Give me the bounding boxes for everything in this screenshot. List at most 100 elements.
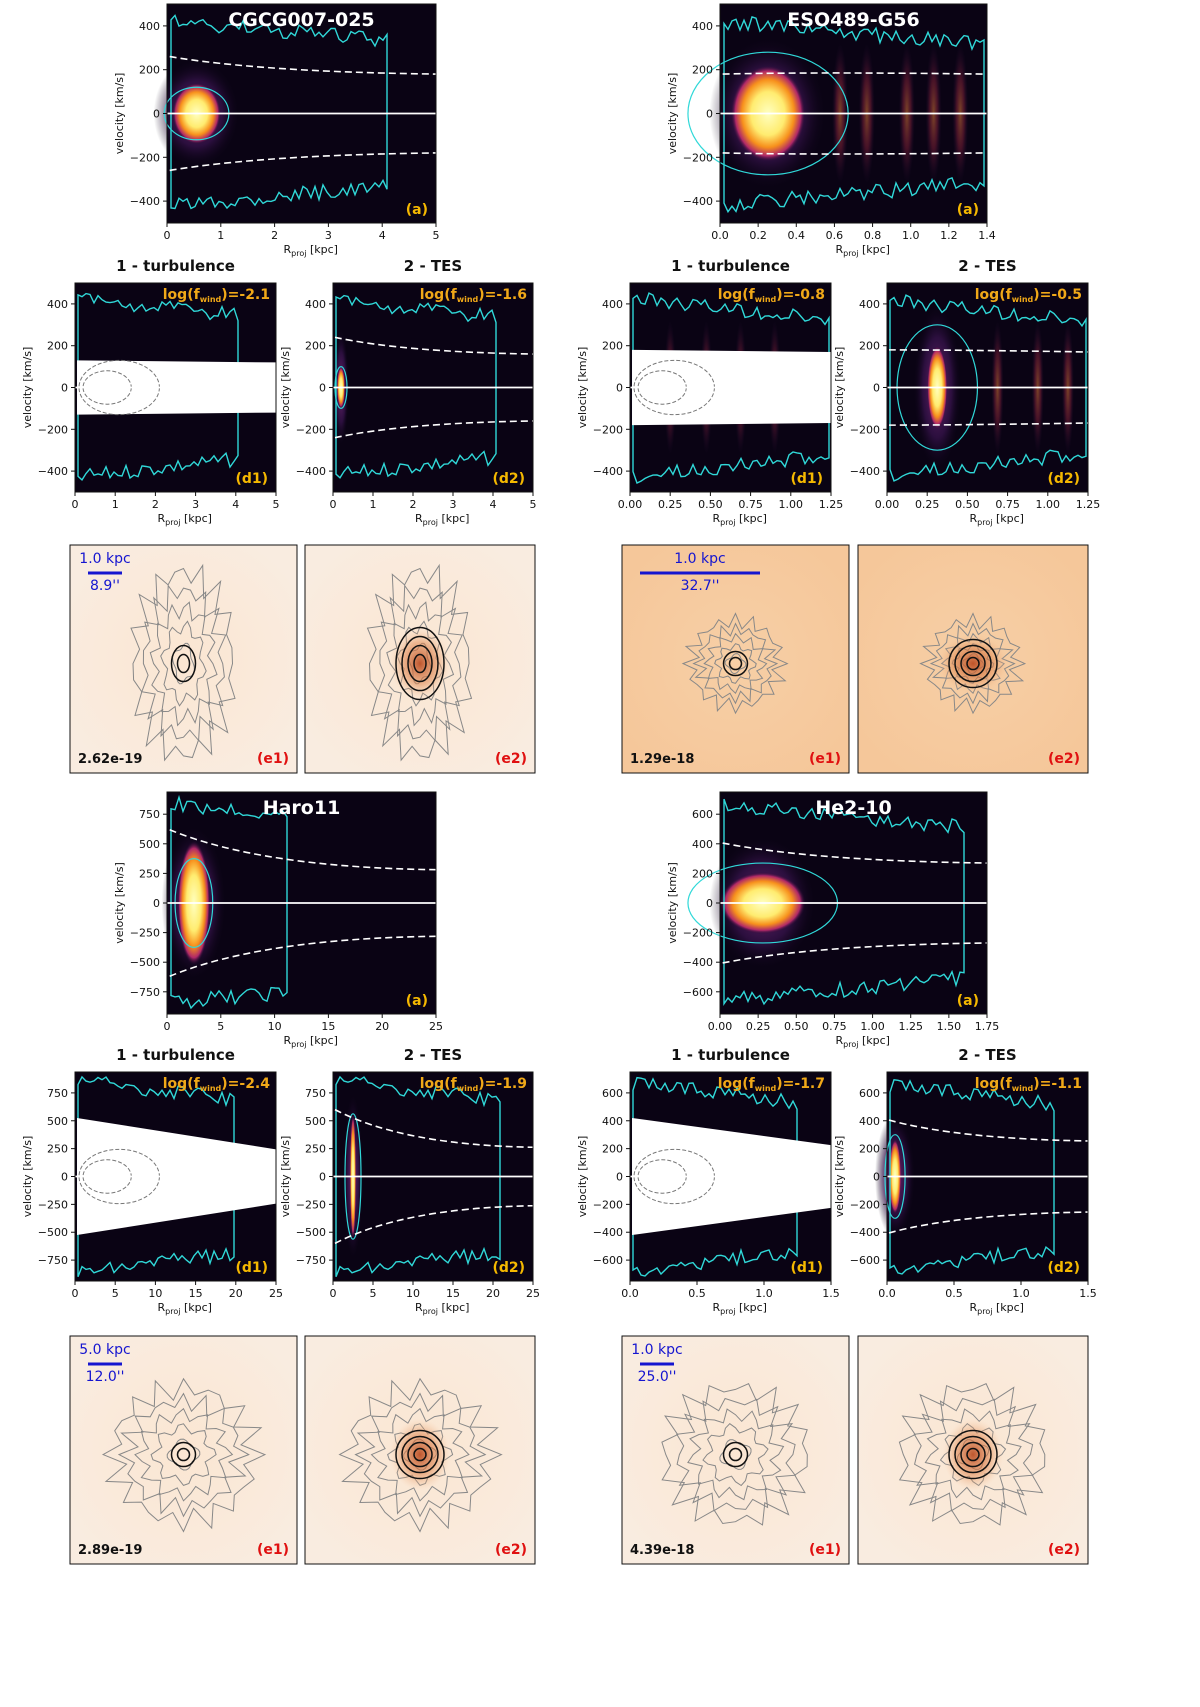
x-tick-label: 10 [406, 1287, 420, 1300]
fwind-value: log(fwind)=-1.6 [420, 287, 527, 304]
x-tick-label: 20 [375, 1020, 389, 1033]
outer-contour [723, 16, 985, 214]
y-axis-label: velocity [km/s] [113, 73, 126, 155]
escape-velocity-curve-lower [169, 152, 437, 172]
y-tick-label: 400 [692, 838, 713, 851]
panel-label: (a) [406, 202, 428, 218]
x-tick-label: 0.5 [945, 1287, 963, 1300]
wind-contour [728, 656, 743, 671]
y-tick-label: −200 [683, 151, 713, 164]
galaxy-name: He2-10 [815, 797, 891, 819]
outer-contour [632, 292, 830, 484]
panel-label: (a) [957, 993, 979, 1009]
y-tick-label: −600 [593, 1254, 623, 1267]
wind-contour [948, 638, 998, 689]
x-tick-label: 0.00 [618, 498, 643, 511]
fwind-value: log(fwind)=-1.7 [718, 1076, 825, 1093]
isophote-contour [149, 601, 218, 727]
y-tick-label: 0 [319, 1171, 326, 1184]
scale-bar-arcsec: 25.0'' [638, 1369, 677, 1385]
panel-label: (e1) [257, 751, 289, 767]
panel-label: (d2) [492, 471, 525, 487]
wind-contour [722, 1441, 749, 1468]
escape-velocity-curve-lower [722, 152, 988, 155]
x-tick-label: 0.5 [688, 1287, 706, 1300]
flux-threshold: 2.89e-19 [78, 1543, 142, 1558]
x-tick-label: 0.0 [878, 1287, 896, 1300]
isophote-contour [702, 1423, 769, 1487]
y-tick-label: −200 [593, 423, 623, 436]
x-tick-label: 0.50 [784, 1020, 809, 1033]
y-axis-label: velocity [km/s] [21, 347, 34, 429]
isophote-contour [924, 1408, 1022, 1501]
x-tick-label: 1.50 [937, 1020, 962, 1033]
main-panel: 0 1 2 3 4 5 400 200 0 −200 −400 Rproj [kpc] velocity… [113, 3, 440, 258]
x-tick-label: 20 [229, 1287, 243, 1300]
y-tick-label: 0 [153, 897, 160, 910]
scale-bar-kpc: 1.0 kpc [674, 551, 725, 567]
wind-contour [966, 1447, 980, 1462]
y-tick-label: −250 [38, 1198, 68, 1211]
x-tick-label: 1 [370, 498, 377, 511]
flux-threshold: 2.62e-19 [78, 752, 142, 767]
wind-contour [176, 1447, 191, 1462]
x-tick-label: 0 [164, 1020, 171, 1033]
wind-contour [948, 1429, 998, 1480]
y-tick-label: 500 [139, 838, 160, 851]
isophote-contour [354, 1392, 487, 1518]
y-tick-label: 750 [139, 808, 160, 821]
x-tick-label: 1.2 [940, 229, 958, 242]
isophote-contour [919, 612, 1027, 715]
isophote-contour [681, 612, 789, 715]
image-panel-e2: (e2) [304, 1335, 536, 1565]
y-tick-label: 0 [706, 897, 713, 910]
y-tick-label: 750 [47, 1087, 68, 1100]
image-panel-e1: (e1) 1.0 kpc 32.7'' 1.29e-18 [621, 544, 850, 774]
isophote-contour [101, 1377, 267, 1533]
x-tick-label: 5 [370, 1287, 377, 1300]
y-tick-label: −600 [683, 986, 713, 999]
y-tick-label: 200 [47, 340, 68, 353]
x-tick-label: 3 [192, 498, 199, 511]
y-axis-label: velocity [km/s] [666, 862, 679, 944]
flux-threshold: 4.39e-18 [630, 1543, 694, 1558]
y-tick-label: 250 [305, 1143, 326, 1156]
galaxy-name: ESO489-G56 [787, 9, 919, 31]
wind-contour [954, 1435, 992, 1474]
scale-bar-arcsec: 32.7'' [681, 578, 720, 594]
x-tick-label: 3 [325, 229, 332, 242]
galaxy-name: Haro11 [263, 797, 341, 819]
panel-title: 1 - turbulence [116, 257, 235, 275]
y-tick-label: −200 [683, 927, 713, 940]
d1-panel: 0.00 0.25 0.50 0.75 1.00 1.25 400 200 0 −200 −400 R… [576, 257, 843, 527]
panel-label: (d2) [1047, 471, 1080, 487]
isophote-contour [703, 632, 768, 695]
x-tick-label: 1.25 [898, 1020, 923, 1033]
image-frame [69, 1335, 298, 1565]
wind-contour [395, 1429, 445, 1480]
isophote-contour [134, 1407, 234, 1502]
emission-patch [390, 627, 450, 700]
y-tick-label: −400 [850, 1226, 880, 1239]
panel-label: (a) [406, 993, 428, 1009]
y-axis-label: velocity [km/s] [833, 1136, 846, 1218]
y-tick-label: −400 [130, 195, 160, 208]
x-tick-label: 25 [269, 1287, 283, 1300]
scale-bar-arcsec: 8.9'' [90, 578, 120, 594]
y-tick-label: −400 [593, 465, 623, 478]
escape-velocity-curve-lower [889, 422, 1089, 426]
x-tick-label: 0.50 [955, 498, 980, 511]
outer-contour [77, 1075, 235, 1278]
d2-panel: 0.0 0.5 1.0 1.5 600 400 200 0 −200 −400 −600 Rproj … [833, 1046, 1097, 1316]
isophote-contour [150, 1423, 217, 1486]
isophote-contour [377, 584, 463, 742]
y-tick-label: 400 [859, 1115, 880, 1128]
x-tick-label: 10 [148, 1287, 162, 1300]
x-tick-label: 15 [321, 1020, 335, 1033]
y-axis-label: velocity [km/s] [21, 1136, 34, 1218]
x-tick-label: 1.4 [978, 229, 996, 242]
isophote-contour [366, 563, 473, 762]
y-axis-label: velocity [km/s] [833, 347, 846, 429]
y-tick-label: −200 [850, 423, 880, 436]
d1-panel: 0 1 2 3 4 5 400 200 0 −200 −400 Rproj [kpc] velocity… [21, 257, 280, 527]
